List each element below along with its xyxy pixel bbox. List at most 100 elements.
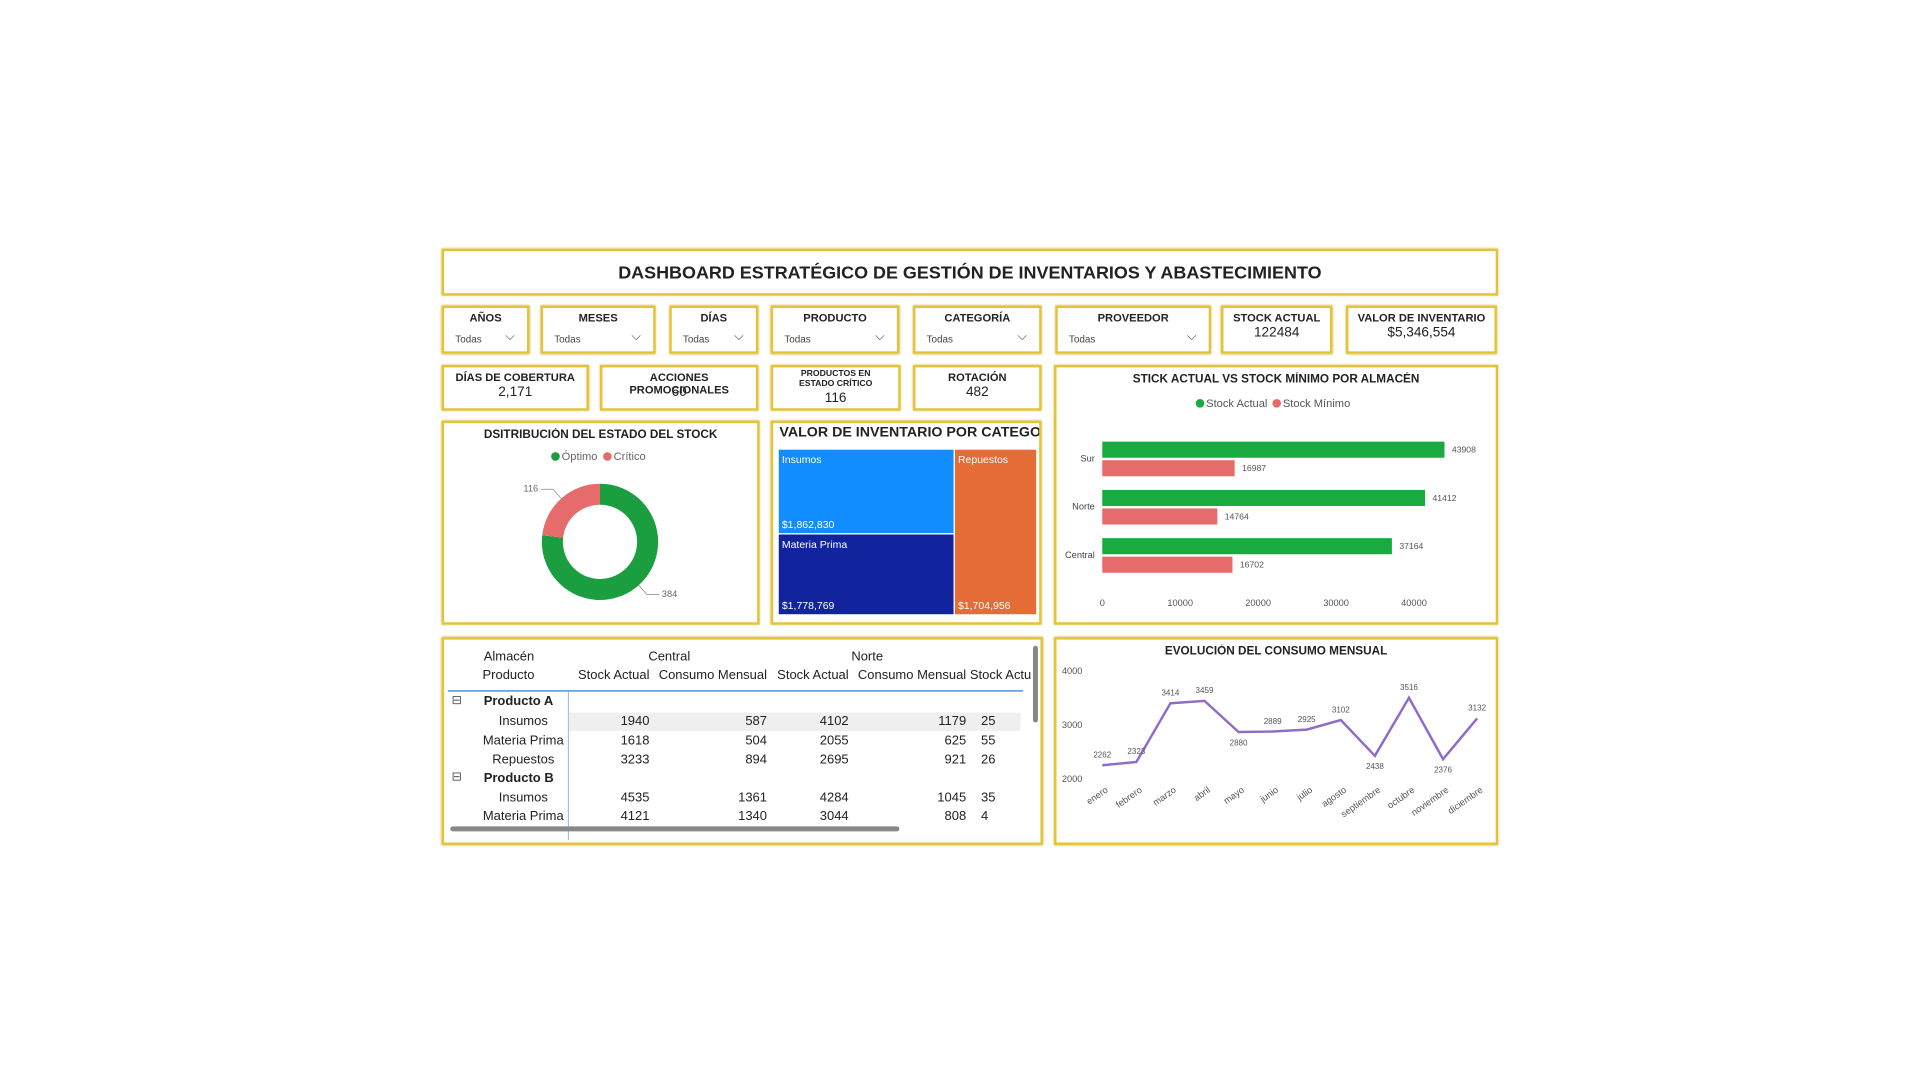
kpi-value: 482: [965, 384, 989, 400]
kpi-label: PRODUCTOS EN ESTADO CRÍTICO: [798, 369, 873, 389]
row-group: Producto B: [483, 770, 554, 786]
kpi-value: 2,171: [498, 384, 533, 400]
chart-title: DSITRIBUCIÓN DEL ESTADO DEL STOCK: [483, 428, 718, 442]
filter-value[interactable]: Todas: [554, 334, 581, 346]
table-cell: 1045: [937, 790, 967, 806]
row-label: Materia Prima: [482, 733, 564, 749]
chart-title: STICK ACTUAL VS STOCK MÍNIMO POR ALMACÉN: [1132, 372, 1420, 386]
filter-slicer[interactable]: MESES Todas ⌵: [540, 305, 656, 354]
table-cell: 1618: [620, 733, 650, 749]
table-cell: 921: [944, 752, 967, 768]
filter-value[interactable]: Todas: [682, 334, 710, 346]
kpi-value: 122484: [1253, 325, 1300, 341]
kpi-card: STOCK ACTUAL 122484: [1221, 305, 1333, 354]
matrix-table: Almacén Producto Central Norte Stock Actual C…: [441, 637, 1043, 845]
column-header: Stock Actual: [777, 668, 849, 683]
kpi-label: ACCIONES PROMOCIONALES: [629, 371, 729, 396]
filter-slicer[interactable]: CATEGORÍA Todas ⌵: [912, 305, 1042, 354]
filter-value[interactable]: Todas: [926, 334, 954, 346]
kpi-value: $5,346,554: [1387, 325, 1456, 341]
filter-value[interactable]: Todas: [455, 334, 482, 346]
chart-panel: EVOLUCIÓN DEL CONSUMO MENSUAL: [1054, 637, 1499, 845]
row-label: Insumos: [498, 714, 548, 730]
row-label: Repuestos: [492, 752, 555, 768]
table-cell: 4284: [819, 790, 849, 806]
dropdown-chevron[interactable]: ⌵: [734, 330, 744, 344]
dashboard-title: DASHBOARD ESTRATÉGICO DE GESTIÓN DE INVE…: [618, 263, 1322, 284]
filter-slicer[interactable]: PRODUCTO Todas ⌵: [770, 305, 900, 354]
chart-panel: VALOR DE INVENTARIO POR CATEGORÍA: [770, 420, 1042, 625]
table-cell: 625: [944, 733, 967, 749]
table-cell: 504: [745, 733, 768, 749]
table-cell: 1340: [738, 809, 768, 825]
table-cell: 35: [981, 790, 996, 806]
table-cell: 4535: [620, 790, 650, 806]
table-cell: 808: [944, 809, 967, 825]
row-label: Materia Prima: [482, 809, 564, 825]
kpi-card: VALOR DE INVENTARIO $5,346,554: [1345, 305, 1497, 354]
chart-panel: DSITRIBUCIÓN DEL ESTADO DEL STOCK: [441, 420, 760, 625]
filter-label: PROVEEDOR: [1097, 311, 1169, 325]
filter-value[interactable]: Todas: [1068, 334, 1096, 346]
title-bar: DASHBOARD ESTRATÉGICO DE GESTIÓN DE INVE…: [441, 248, 1499, 296]
scrollbar-h[interactable]: [450, 826, 900, 832]
table-cell: 587: [745, 714, 768, 730]
column-header: Stock Actual: [578, 668, 650, 683]
table-cell: 2055: [819, 733, 849, 749]
filter-slicer[interactable]: DÍAS Todas ⌵: [669, 305, 759, 354]
row-group: Producto A: [483, 694, 554, 709]
kpi-label: ROTACIÓN: [948, 371, 1007, 384]
expand-icon[interactable]: ⊟: [451, 694, 462, 708]
table-cell: 26: [981, 752, 996, 768]
kpi-label: VALOR DE INVENTARIO: [1357, 311, 1486, 325]
table-cell: 1179: [938, 714, 967, 730]
table-cell: 1940: [620, 714, 650, 730]
scrollbar-v[interactable]: [1032, 645, 1038, 723]
kpi-value: 60: [671, 384, 687, 400]
filter-label: CATEGORÍA: [944, 311, 1011, 325]
group-header: Norte: [851, 649, 884, 665]
expand-icon[interactable]: ⊟: [451, 770, 462, 784]
chart-title: VALOR DE INVENTARIO POR CATEGORÍA: [779, 425, 1040, 441]
filter-slicer[interactable]: PROVEEDOR Todas ⌵: [1055, 305, 1212, 354]
table-cell: 4102: [819, 714, 849, 730]
kpi-label: DÍAS DE COBERTURA: [455, 371, 575, 384]
filter-label: AÑOS: [469, 311, 502, 325]
filter-label: MESES: [578, 311, 618, 325]
header-rule: [447, 690, 1024, 692]
filter-label: PRODUCTO: [803, 311, 867, 325]
table-cell: 55: [981, 733, 996, 749]
dropdown-chevron[interactable]: ⌵: [1017, 330, 1027, 344]
table-cell: 3044: [819, 809, 849, 825]
table-viewport: Almacén Producto Central Norte Stock Actual C…: [444, 640, 1031, 843]
chart-panel: STICK ACTUAL VS STOCK MÍNIMO POR ALMACÉN: [1054, 364, 1499, 625]
dropdown-chevron[interactable]: ⌵: [1186, 330, 1197, 344]
corner-header: Producto: [482, 668, 535, 683]
column-header: Consumo Mensual: [857, 668, 967, 683]
table-cell: 1361: [738, 790, 768, 806]
group-header: Central: [648, 649, 691, 665]
kpi-card: ROTACIÓN 482: [912, 364, 1042, 411]
kpi-card: ACCIONES PROMOCIONALES 60: [599, 364, 759, 411]
filter-label: DÍAS: [700, 311, 728, 325]
table-cell: 3233: [620, 752, 650, 768]
row-band: [569, 713, 1021, 732]
table-cell: 4121: [620, 809, 650, 825]
column-header: Stock Actual: [969, 668, 1031, 683]
filter-slicer[interactable]: AÑOS Todas ⌵: [441, 305, 530, 354]
table-cell: 2695: [819, 752, 849, 768]
corner-header: Almacén: [483, 649, 535, 665]
kpi-card: PRODUCTOS EN ESTADO CRÍTICO 116: [770, 364, 901, 411]
column-divider: [567, 691, 570, 840]
kpi-value: 116: [824, 390, 847, 406]
column-header: Consumo Mensual: [658, 668, 768, 683]
dropdown-chevron[interactable]: ⌵: [505, 330, 515, 344]
row-label: Insumos: [498, 790, 548, 806]
dropdown-chevron[interactable]: ⌵: [875, 330, 885, 344]
table-cell: 894: [745, 752, 768, 768]
filter-value[interactable]: Todas: [784, 334, 811, 346]
table-cell: 4: [981, 809, 989, 825]
dropdown-chevron[interactable]: ⌵: [631, 330, 641, 344]
